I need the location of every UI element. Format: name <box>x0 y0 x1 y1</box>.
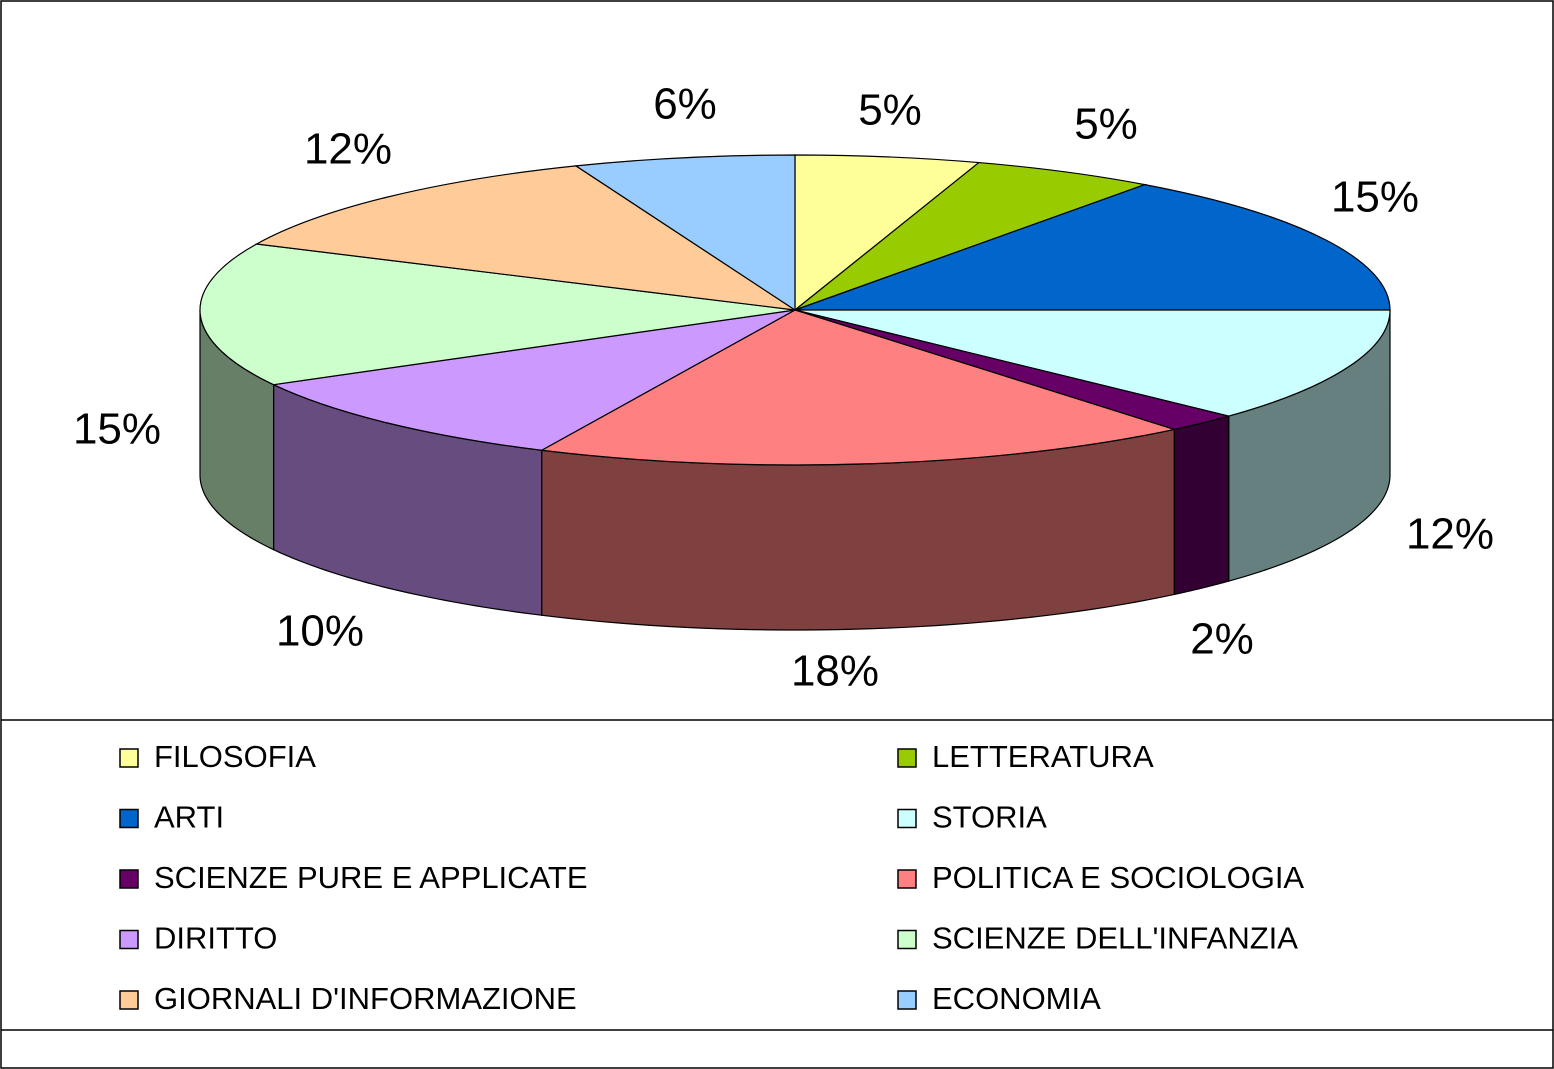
legend-swatch <box>897 748 917 768</box>
data-label: 15% <box>1331 173 1419 222</box>
legend-label: SCIENZE DELL'INFANZIA <box>932 921 1298 956</box>
legend-label: ARTI <box>154 800 224 835</box>
legend-swatch <box>119 748 139 768</box>
pie-side <box>1173 415 1230 596</box>
pie-slice <box>254 165 796 311</box>
pie-slice <box>794 161 1148 311</box>
legend-swatch <box>897 808 917 829</box>
data-label: 15% <box>73 405 161 454</box>
pie-slice <box>539 309 1177 466</box>
legend-label: GIORNALI D'INFORMAZIONE <box>154 981 577 1016</box>
legend-label: LETTERATURA <box>932 739 1154 774</box>
data-label: 12% <box>304 125 392 174</box>
pie-slice <box>794 154 981 312</box>
pie-slice <box>199 243 796 386</box>
legend-label: POLITICA E SOCIOLOGIA <box>932 860 1304 895</box>
data-label: 5% <box>1074 100 1138 149</box>
pie-slice <box>574 154 796 312</box>
legend-swatch <box>119 929 139 950</box>
legend-swatch <box>119 990 139 1010</box>
legend-swatch <box>119 808 139 829</box>
legend-swatch <box>897 990 917 1010</box>
data-label: 6% <box>653 80 717 129</box>
legend-label: DIRITTO <box>154 921 277 956</box>
legend-swatch <box>897 929 917 950</box>
data-label: 18% <box>791 647 879 696</box>
legend-label: STORIA <box>932 800 1047 835</box>
data-label: 2% <box>1190 615 1254 664</box>
data-label: 10% <box>276 607 364 656</box>
data-label: 5% <box>858 86 922 135</box>
legend-label: ECONOMIA <box>932 981 1101 1016</box>
legend-swatch <box>119 869 139 889</box>
legend-label: SCIENZE PURE E APPLICATE <box>154 860 588 895</box>
legend-swatch <box>897 869 917 889</box>
pie-slice <box>271 309 796 451</box>
legend-label: FILOSOFIA <box>154 739 316 774</box>
pie-slice <box>794 183 1391 311</box>
data-label: 12% <box>1406 510 1494 559</box>
pie-slice <box>794 309 1391 417</box>
